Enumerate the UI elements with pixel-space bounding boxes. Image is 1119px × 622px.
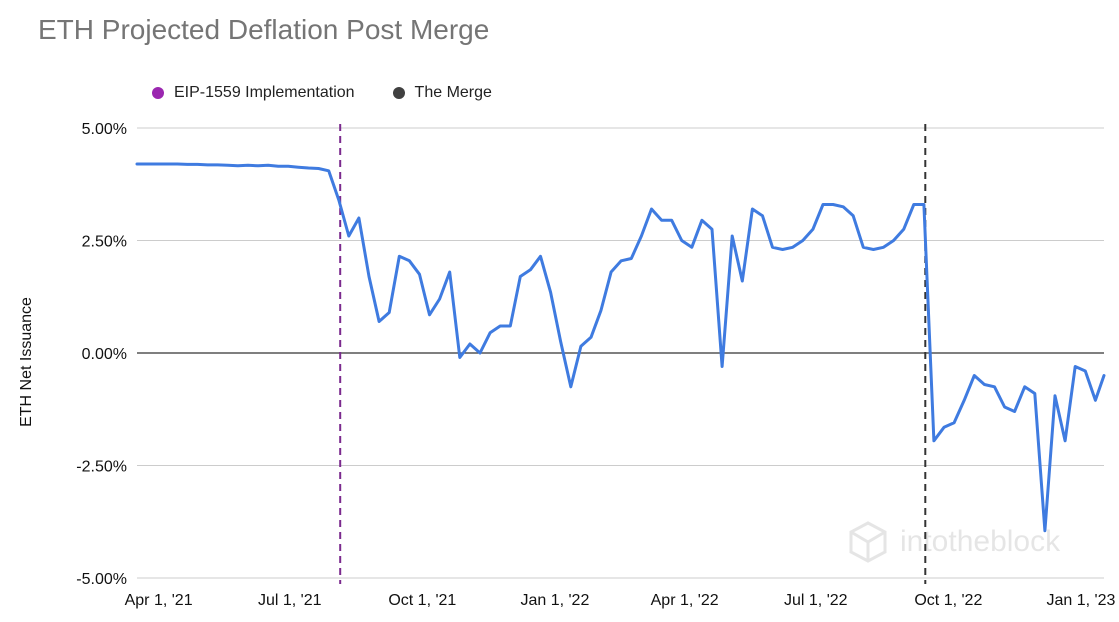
y-tick-label: -5.00% <box>76 571 127 588</box>
intotheblock-cube-logo-icon <box>849 521 887 563</box>
legend-label: EIP-1559 Implementation <box>174 84 355 101</box>
x-tick-label: Jan 1, '22 <box>520 592 589 609</box>
chart-title: ETH Projected Deflation Post Merge <box>38 14 490 45</box>
x-tick-label: Jul 1, '21 <box>258 592 322 609</box>
legend: EIP-1559 Implementation The Merge <box>152 84 492 102</box>
y-tick-label: -2.50% <box>76 459 127 476</box>
x-tick-label: Apr 1, '22 <box>651 592 719 609</box>
series-line <box>135 162 1106 533</box>
legend-dot-icon <box>392 87 405 99</box>
legend-dot-icon <box>152 87 164 99</box>
watermark-text: intotheblock <box>900 525 1061 558</box>
watermark: intotheblock <box>846 520 1060 564</box>
x-tick-label: Oct 1, '21 <box>388 592 456 609</box>
legend-item-merge[interactable]: The Merge <box>392 84 492 102</box>
x-tick-label: Oct 1, '22 <box>914 592 982 609</box>
x-tick-label: Jan 1, '23 <box>1046 592 1115 609</box>
x-tick-label: Apr 1, '21 <box>125 592 193 609</box>
y-tick-label: 5.00% <box>82 121 127 138</box>
legend-label: The Merge <box>414 84 492 101</box>
y-tick-label: 0.00% <box>82 346 127 363</box>
x-tick-label: Jul 1, '22 <box>784 592 848 609</box>
legend-item-eip1559[interactable]: EIP-1559 Implementation <box>152 84 355 102</box>
y-tick-label: 2.50% <box>82 234 127 251</box>
